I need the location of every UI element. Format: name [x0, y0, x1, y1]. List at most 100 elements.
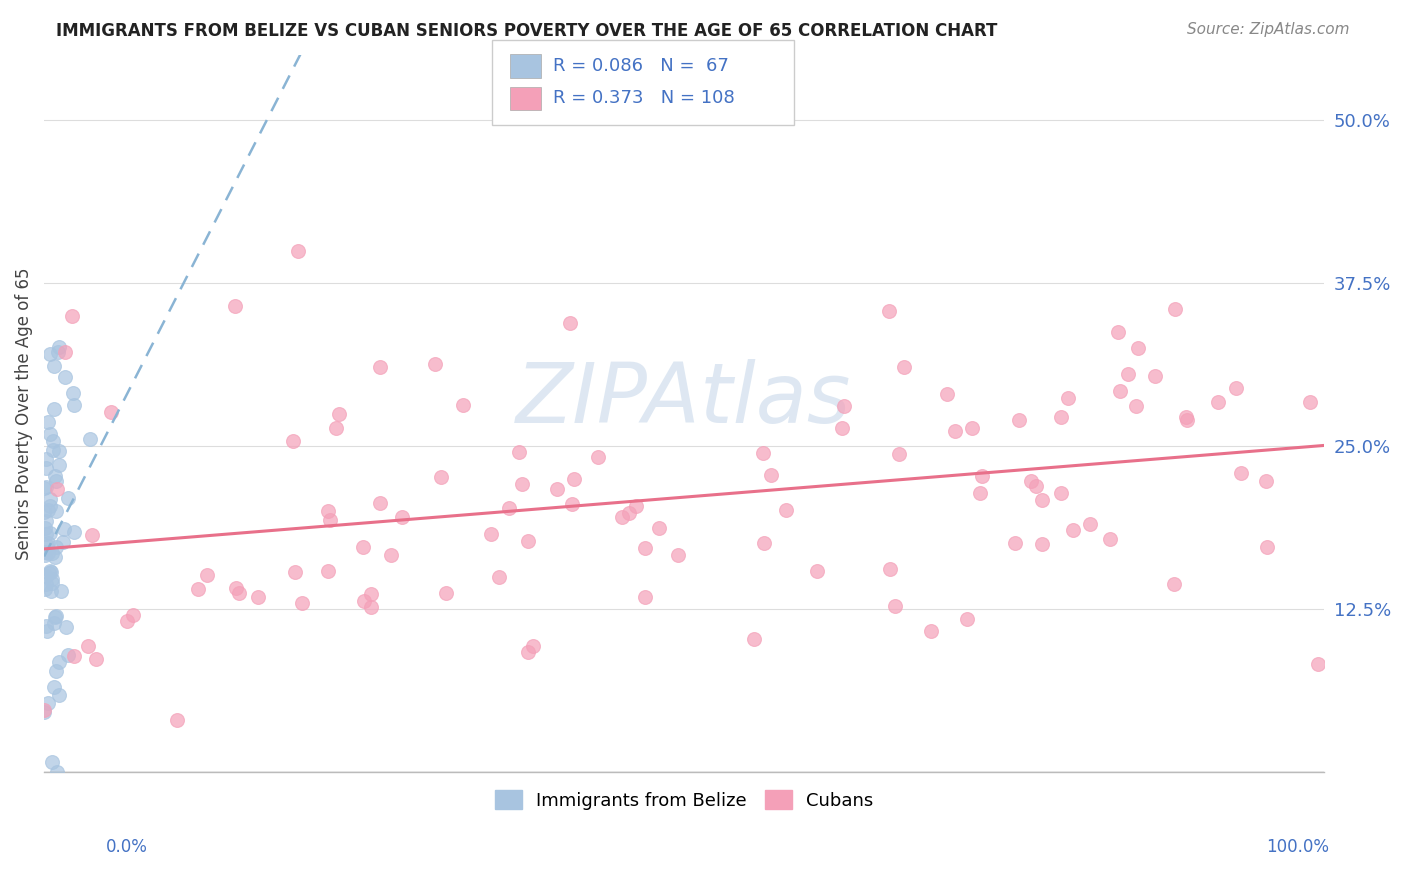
Point — [39, 500, 62, 514]
Point — [775, 503, 797, 517]
Point — [360, 599, 382, 614]
Point — [423, 357, 446, 371]
Point — [166, 714, 188, 728]
Point — [328, 408, 350, 422]
Point — [56, 491, 79, 506]
Point — [1049, 409, 1071, 424]
Point — [60, 309, 83, 323]
Point — [48, 458, 70, 472]
Point — [970, 469, 993, 483]
Point — [35, 460, 58, 475]
Point — [316, 564, 339, 578]
Point — [1062, 524, 1084, 538]
Text: ZIPAtlas: ZIPAtlas — [516, 359, 852, 440]
Point — [522, 639, 544, 653]
Point — [48, 688, 70, 702]
Point — [742, 632, 765, 646]
Point — [508, 445, 530, 459]
Point — [761, 468, 783, 483]
Point — [920, 624, 942, 638]
Point — [1175, 410, 1198, 425]
Point — [79, 433, 101, 447]
Point — [53, 370, 76, 384]
Point — [316, 504, 339, 518]
Text: 0.0%: 0.0% — [105, 838, 148, 855]
Point — [936, 387, 959, 401]
Point — [247, 590, 270, 604]
Point — [1126, 341, 1149, 355]
Point — [39, 584, 62, 599]
Point — [44, 680, 66, 694]
Point — [39, 526, 62, 541]
Point — [586, 450, 609, 465]
Point — [291, 597, 314, 611]
Point — [42, 434, 65, 449]
Point — [122, 607, 145, 622]
Point — [1109, 384, 1132, 399]
Point — [368, 360, 391, 375]
Point — [48, 444, 70, 458]
Point — [35, 526, 58, 541]
Point — [956, 612, 979, 626]
Point — [34, 451, 56, 466]
Point — [42, 615, 65, 630]
Point — [34, 521, 56, 535]
Point — [62, 385, 84, 400]
Point — [562, 472, 585, 486]
Point — [34, 545, 56, 559]
Point — [666, 549, 689, 563]
Point — [1031, 537, 1053, 551]
Point — [325, 421, 347, 435]
Point — [63, 649, 86, 664]
Point — [879, 562, 901, 576]
Point — [44, 610, 66, 624]
Point — [35, 619, 58, 633]
Point — [1116, 367, 1139, 381]
Point — [887, 447, 910, 461]
Point — [42, 402, 65, 417]
Point — [35, 480, 58, 494]
Point — [517, 534, 540, 549]
Point — [1254, 475, 1277, 489]
Point — [37, 415, 59, 429]
Point — [48, 340, 70, 354]
Text: 100.0%: 100.0% — [1265, 838, 1329, 855]
Point — [884, 599, 907, 613]
Point — [1078, 517, 1101, 532]
Point — [56, 648, 79, 662]
Point — [45, 504, 67, 518]
Point — [1025, 479, 1047, 493]
Point — [1008, 413, 1031, 427]
Text: R = 0.086   N =  67: R = 0.086 N = 67 — [553, 57, 728, 75]
Point — [42, 359, 65, 373]
Point — [225, 581, 247, 595]
Point — [1031, 493, 1053, 508]
Point — [35, 568, 58, 582]
Point — [53, 344, 76, 359]
Point — [634, 541, 657, 555]
Point — [41, 755, 63, 769]
Text: IMMIGRANTS FROM BELIZE VS CUBAN SENIORS POVERTY OVER THE AGE OF 65 CORRELATION C: IMMIGRANTS FROM BELIZE VS CUBAN SENIORS … — [56, 22, 998, 40]
Point — [1021, 475, 1043, 489]
Point — [224, 300, 246, 314]
Point — [32, 702, 55, 716]
Text: Source: ZipAtlas.com: Source: ZipAtlas.com — [1187, 22, 1350, 37]
Point — [45, 665, 67, 679]
Point — [38, 427, 60, 442]
Point — [624, 499, 647, 513]
Point — [115, 614, 138, 628]
Point — [380, 548, 402, 562]
Point — [39, 564, 62, 578]
Point — [41, 442, 63, 457]
Point — [1004, 536, 1026, 550]
Point — [37, 624, 59, 638]
Point — [510, 476, 533, 491]
Point — [38, 566, 60, 581]
Text: R = 0.373   N = 108: R = 0.373 N = 108 — [553, 89, 734, 107]
Point — [560, 316, 582, 330]
Point — [35, 577, 58, 591]
Point — [38, 491, 60, 506]
Point — [517, 645, 540, 659]
Y-axis label: Seniors Poverty Over the Age of 65: Seniors Poverty Over the Age of 65 — [15, 268, 32, 560]
Point — [488, 570, 510, 584]
